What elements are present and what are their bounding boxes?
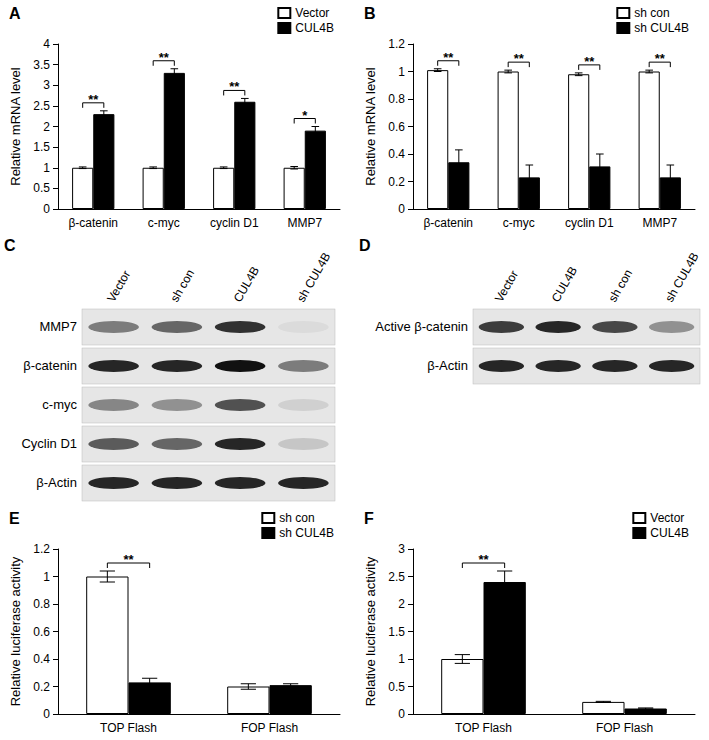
svg-text:c-myc: c-myc — [503, 216, 535, 230]
svg-text:1: 1 — [398, 652, 405, 666]
svg-text:0: 0 — [398, 202, 405, 216]
svg-text:sh con: sh con — [167, 267, 197, 305]
svg-text:Active β-catenin: Active β-catenin — [375, 319, 468, 334]
svg-text:c-myc: c-myc — [148, 216, 180, 230]
svg-text:0.4: 0.4 — [33, 652, 50, 666]
svg-text:3.5: 3.5 — [33, 58, 50, 72]
svg-text:cyclin D1: cyclin D1 — [210, 216, 259, 230]
svg-text:Vector: Vector — [295, 6, 329, 20]
svg-text:3: 3 — [398, 542, 405, 556]
svg-text:sh CUL4B: sh CUL4B — [294, 250, 333, 304]
svg-text:sh con: sh con — [605, 267, 635, 305]
svg-text:cyclin D1: cyclin D1 — [565, 216, 614, 230]
svg-text:1.2: 1.2 — [388, 37, 405, 51]
svg-text:3: 3 — [43, 78, 50, 92]
svg-text:TOP Flash: TOP Flash — [455, 721, 512, 735]
svg-text:β-catenin: β-catenin — [23, 358, 77, 373]
svg-text:β-Actin: β-Actin — [427, 358, 468, 373]
svg-text:F: F — [364, 510, 374, 527]
svg-text:CUL4B: CUL4B — [231, 264, 262, 305]
svg-text:sh con: sh con — [634, 6, 669, 20]
svg-text:2.5: 2.5 — [388, 570, 405, 584]
svg-text:0.4: 0.4 — [388, 147, 405, 161]
svg-text:Relative mRNA level: Relative mRNA level — [363, 67, 378, 186]
svg-text:2: 2 — [43, 120, 50, 134]
svg-text:CUL4B: CUL4B — [549, 264, 580, 305]
svg-text:**: ** — [443, 50, 454, 65]
svg-text:**: ** — [123, 552, 134, 567]
svg-text:0.5: 0.5 — [388, 680, 405, 694]
svg-text:TOP Flash: TOP Flash — [100, 721, 157, 735]
svg-text:0.2: 0.2 — [388, 175, 405, 189]
svg-text:Vector: Vector — [492, 268, 521, 304]
svg-text:β-catenin: β-catenin — [423, 216, 473, 230]
svg-text:Vector: Vector — [650, 511, 684, 525]
svg-text:FOP Flash: FOP Flash — [241, 721, 298, 735]
svg-text:sh CUL4B: sh CUL4B — [662, 250, 701, 304]
svg-text:2: 2 — [398, 597, 405, 611]
svg-text:Relative luciferase activity: Relative luciferase activity — [8, 556, 23, 706]
svg-text:0.6: 0.6 — [33, 625, 50, 639]
svg-text:β-Actin: β-Actin — [36, 475, 77, 490]
svg-text:E: E — [9, 510, 20, 527]
svg-text:C: C — [4, 237, 16, 254]
svg-text:B: B — [364, 5, 376, 22]
svg-text:Vector: Vector — [104, 268, 133, 304]
svg-text:0.8: 0.8 — [388, 92, 405, 106]
svg-text:**: ** — [159, 50, 170, 65]
svg-text:*: * — [302, 108, 308, 123]
svg-text:1: 1 — [398, 65, 405, 79]
svg-text:0.8: 0.8 — [33, 597, 50, 611]
svg-text:**: ** — [88, 92, 99, 107]
svg-text:0.6: 0.6 — [388, 120, 405, 134]
svg-text:sh CUL4B: sh CUL4B — [634, 21, 689, 35]
svg-text:0: 0 — [398, 707, 405, 721]
svg-text:**: ** — [655, 51, 666, 66]
svg-text:**: ** — [478, 552, 489, 567]
svg-text:1.5: 1.5 — [388, 625, 405, 639]
svg-text:β-catenin: β-catenin — [68, 216, 118, 230]
svg-text:D: D — [359, 237, 371, 254]
svg-text:0: 0 — [43, 707, 50, 721]
svg-text:MMP7: MMP7 — [642, 216, 677, 230]
svg-text:1: 1 — [43, 570, 50, 584]
svg-text:Relative mRNA level: Relative mRNA level — [8, 67, 23, 186]
svg-text:Cyclin D1: Cyclin D1 — [21, 436, 77, 451]
svg-text:sh con: sh con — [279, 511, 314, 525]
svg-text:A: A — [9, 5, 21, 22]
svg-text:**: ** — [584, 54, 595, 69]
svg-text:MMP7: MMP7 — [287, 216, 322, 230]
svg-text:0: 0 — [43, 202, 50, 216]
svg-text:1.2: 1.2 — [33, 542, 50, 556]
svg-text:sh CUL4B: sh CUL4B — [279, 526, 334, 540]
svg-text:Relative luciferase activity: Relative luciferase activity — [363, 556, 378, 706]
svg-text:1.5: 1.5 — [33, 140, 50, 154]
svg-text:4: 4 — [43, 37, 50, 51]
svg-text:MMP7: MMP7 — [39, 319, 77, 334]
svg-text:2.5: 2.5 — [33, 99, 50, 113]
svg-text:0.5: 0.5 — [33, 181, 50, 195]
svg-text:**: ** — [229, 79, 240, 94]
svg-text:FOP Flash: FOP Flash — [596, 721, 653, 735]
svg-text:c-myc: c-myc — [42, 397, 77, 412]
svg-text:CUL4B: CUL4B — [295, 21, 334, 35]
svg-text:0.2: 0.2 — [33, 680, 50, 694]
svg-text:**: ** — [514, 51, 525, 66]
svg-text:CUL4B: CUL4B — [650, 526, 689, 540]
svg-text:1: 1 — [43, 161, 50, 175]
